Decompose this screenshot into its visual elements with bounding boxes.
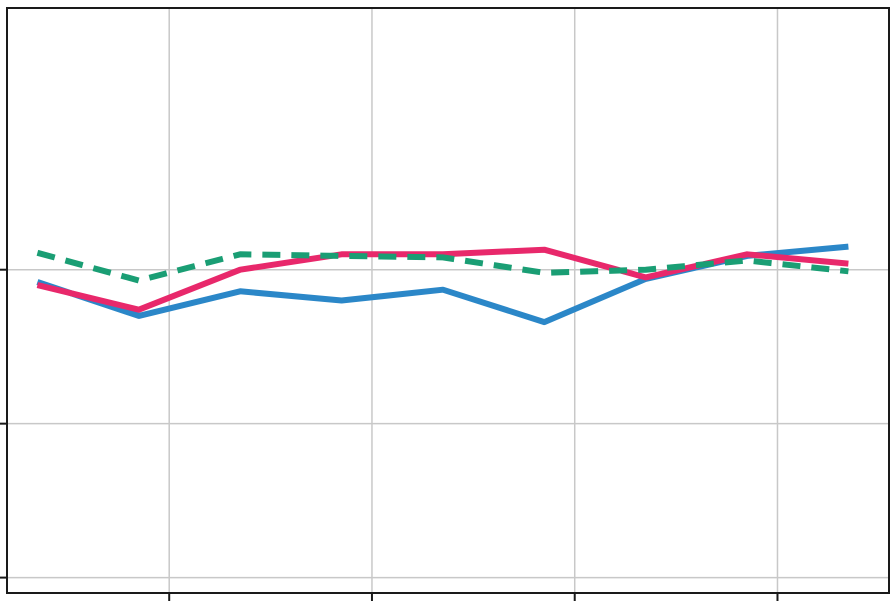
series-line-2 bbox=[36, 249, 849, 284]
plot-frame bbox=[6, 7, 890, 594]
grid-layer bbox=[7, 8, 889, 593]
frame-layer bbox=[0, 7, 890, 601]
series-layer bbox=[36, 243, 849, 326]
